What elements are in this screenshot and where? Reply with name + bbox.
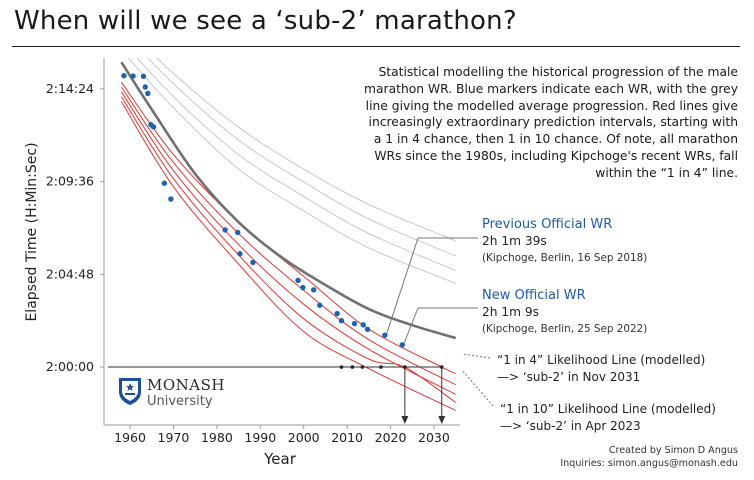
page-title: When will we see a ‘sub-2’ marathon?: [14, 6, 517, 36]
sub2-crossing-dot-4: [379, 365, 383, 369]
wr-point-11: [235, 229, 241, 236]
wr-point-3: [140, 73, 147, 80]
credits-line2: Inquiries: simon.angus@monash.edu: [560, 458, 738, 469]
leader-lines: [386, 237, 494, 407]
world-record-points: [121, 73, 405, 348]
y-tick-label-2: 2:04:48: [46, 266, 94, 281]
wr-point-20: [351, 320, 358, 327]
wr-point-24: [399, 342, 405, 348]
y-tick-label-3: 2:09:36: [46, 174, 94, 189]
previous-wr-title: Previous Official WR: [482, 217, 613, 232]
new-wr-annotation: New Official WR 2h 1m 9s (Kipchoge, Berl…: [482, 287, 647, 338]
leader-new-diag: [403, 307, 419, 344]
upper-interval-lines: [127, 58, 456, 284]
mean-progression-line: [120, 61, 457, 340]
sub2-reference: [108, 365, 446, 424]
one-in-four-line1: “1 in 4” Likelihood Line (modelled): [497, 353, 706, 367]
wr-point-13: [250, 259, 256, 266]
lower-interval-line-3: [120, 91, 456, 395]
x-tick-label-6: 2010: [331, 430, 363, 445]
lower-interval-line-5: [120, 101, 456, 411]
upper-interval-line-2: [136, 58, 456, 271]
logo-sub: University: [147, 394, 213, 409]
x-tick-label-4: 1990: [244, 430, 276, 445]
wr-point-1: [121, 73, 127, 79]
x-tick-label-1: 1960: [114, 430, 146, 445]
wr-point-8: [161, 180, 168, 186]
wr-point-19: [338, 317, 345, 324]
x-tick-label-5: 2000: [288, 430, 320, 445]
new-wr-time: 2h 1m 9s: [482, 305, 539, 319]
lower-interval-line-2: [120, 86, 456, 386]
wr-point-18: [334, 310, 340, 317]
wr-point-22: [364, 326, 371, 333]
leader-previous-diag: [386, 237, 419, 334]
x-tick-label-2: 1970: [158, 430, 190, 445]
wr-point-23: [382, 332, 388, 338]
upper-interval-line-1: [127, 58, 456, 284]
x-tick-label-7: 2020: [375, 430, 407, 445]
upper-interval-line-4: [156, 58, 456, 242]
new-wr-detail: (Kipchoge, Berlin, 25 Sep 2022): [482, 323, 648, 335]
upper-interval-line-3: [147, 58, 456, 257]
wr-point-2: [130, 73, 136, 79]
credits: Created by Simon D Angus Inquiries: simo…: [560, 444, 738, 470]
x-axis-label: Year: [263, 450, 297, 468]
wr-point-10: [222, 227, 228, 233]
leader-one-in-ten: [461, 369, 494, 407]
sub2-arrow-head-2: [438, 416, 446, 424]
x-tick-label-8: 2030: [418, 430, 450, 445]
title-rule: [12, 46, 740, 47]
new-wr-title: New Official WR: [482, 288, 586, 303]
wr-point-15: [300, 284, 306, 291]
sub2-arrow-head-1: [401, 416, 409, 424]
previous-wr-time: 2h 1m 39s: [482, 234, 547, 248]
x-tick-label-3: 1980: [201, 430, 233, 445]
one-in-ten-line1: “1 in 10” Likelihood Line (modelled): [500, 402, 716, 416]
wr-point-12: [237, 251, 243, 257]
y-tick-label-1: 2:00:00: [46, 359, 94, 374]
wr-point-16: [310, 287, 317, 293]
wr-point-7: [150, 124, 157, 130]
y-axis-label: Elapsed Time (H:Min:Sec): [24, 142, 40, 321]
wr-point-17: [317, 302, 323, 308]
wr-point-21: [360, 322, 366, 328]
wr-point-9: [168, 196, 174, 202]
monash-logo: MONASH University: [117, 376, 224, 410]
previous-wr-detail: (Kipchoge, Berlin, 16 Sep 2018): [482, 252, 648, 264]
previous-wr-annotation: Previous Official WR 2h 1m 39s (Kipchoge…: [482, 216, 647, 267]
one-in-ten-annotation: “1 in 10” Likelihood Line (modelled) —> …: [500, 401, 716, 435]
one-in-four-annotation: “1 in 4” Likelihood Line (modelled) —> ‘…: [497, 352, 705, 386]
wr-point-4: [142, 84, 148, 90]
wr-point-14: [295, 277, 301, 284]
sub2-crossing-dot-3: [360, 365, 365, 369]
one-in-four-line2: —> ‘sub-2’ in Nov 2031: [497, 370, 641, 384]
monash-crest-icon: [119, 378, 141, 405]
sub2-crossing-dot-1: [339, 365, 344, 369]
description-text: Statistical modelling the historical pro…: [364, 65, 738, 180]
sub2-crossing-dot-2: [350, 365, 355, 369]
mean-line: [120, 61, 457, 340]
credits-line1: Created by Simon D Angus: [608, 445, 738, 456]
one-in-ten-line2: —> ‘sub-2’ in Apr 2023: [500, 419, 641, 433]
logo-name: MONASH: [147, 376, 225, 394]
y-tick-label-4: 2:14:24: [46, 81, 94, 96]
lower-interval-line-1: [120, 81, 456, 374]
leader-one-in-four: [461, 353, 491, 359]
wr-point-5: [145, 90, 151, 97]
axes: 2:00:00 2:04:48 2:09:36 2:14:24 1960 1970 1980…: [24, 58, 460, 468]
